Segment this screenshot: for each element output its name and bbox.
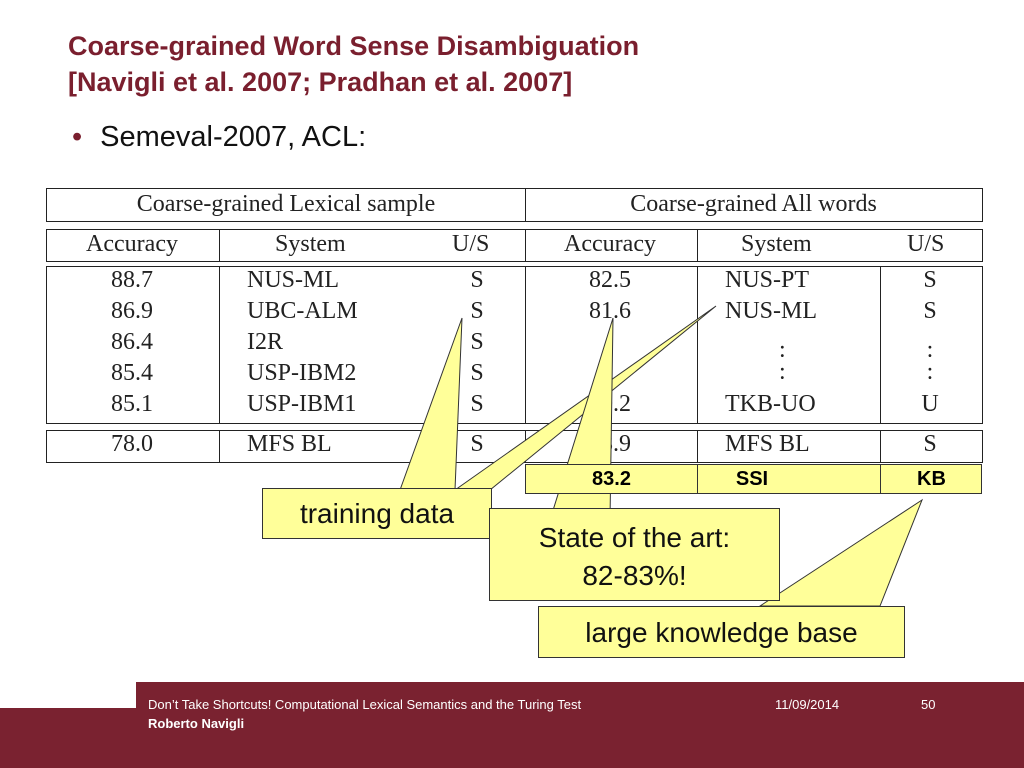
table-cell: 78.0 [111, 431, 153, 457]
knowledge-base-callout: large knowledge base [538, 606, 905, 658]
knowledge-base-text: large knowledge base [585, 617, 858, 648]
column-header: Accuracy [86, 231, 178, 257]
state-of-art-callout: State of the art: 82-83%! [489, 508, 780, 601]
training-data-text: training data [299, 498, 455, 529]
table-cell: S [923, 431, 937, 457]
table-cell: 81.6 [589, 298, 631, 324]
footer-page-number: 50 [921, 697, 936, 712]
slide-title-line2: [Navigli et al. 2007; Pradhan et al. 200… [68, 67, 573, 97]
table-cell: S [470, 267, 484, 293]
table-cell: : [926, 337, 934, 363]
footer-author: Roberto Navigli [148, 716, 245, 731]
table-cell: : [926, 359, 934, 385]
table-cell: S [470, 360, 484, 386]
slide-title-line1: Coarse-grained Word Sense Disambiguation [68, 31, 640, 61]
table-cell: I2R [247, 329, 283, 355]
table-cell: S [470, 298, 484, 324]
table-cell: TKB-UO [725, 391, 816, 417]
table-cell: UBC-ALM [247, 298, 358, 324]
table-cell: 85.1 [111, 391, 153, 417]
table-cell: MFS BL [725, 431, 810, 457]
bullet-dot: • [72, 121, 83, 153]
table-column-header: Accuracy System U/S Accuracy System U/S [46, 229, 983, 262]
group-header-allwords: Coarse-grained All words [630, 191, 877, 217]
table-cell: U [921, 391, 939, 417]
table-cell: S [470, 329, 484, 355]
column-header: Accuracy [564, 231, 656, 257]
footer-date: 11/09/2014 [775, 697, 840, 712]
column-header: U/S [907, 231, 945, 257]
kb-pointer [758, 498, 924, 607]
state-of-art-line1: State of the art: [538, 522, 731, 553]
table-cell: MFS BL [247, 431, 332, 457]
table-cell: NUS-PT [725, 267, 810, 293]
table-cell: S [923, 298, 937, 324]
column-header: System [275, 231, 346, 257]
table-cell: 82.5 [589, 267, 631, 293]
training-pointer-us [399, 317, 463, 491]
bullet-text: Semeval-2007, ACL: [100, 121, 367, 153]
slide-title: Coarse-grained Word Sense Disambiguation… [68, 28, 639, 100]
footer-left-notch [0, 682, 136, 708]
table-cell: USP-IBM1 [247, 391, 357, 417]
table-cell: 88.7 [111, 267, 153, 293]
table-cell: 86.4 [111, 329, 153, 355]
table-cell: : [779, 359, 786, 385]
table-cell: S [470, 391, 484, 417]
table-cell: USP-IBM2 [247, 360, 357, 386]
ssi-system: SSI [735, 468, 769, 490]
footer-bar [0, 682, 1024, 768]
table-cell: S [923, 267, 937, 293]
table-body: 88.7 NUS-ML S 82.5 NUS-PT S 86.9 UBC-ALM… [46, 266, 983, 424]
table-cell: 86.9 [111, 298, 153, 324]
ssi-accuracy: 83.2 [592, 468, 631, 490]
bullet-item: • Semeval-2007, ACL: [72, 121, 366, 154]
ssi-row: 83.2 SSI KB [525, 464, 982, 494]
group-header-lexical: Coarse-grained Lexical sample [136, 191, 436, 217]
footer-talk-title: Don’t Take Shortcuts! Computational Lexi… [148, 697, 582, 712]
state-of-art-line2: 82-83%! [582, 560, 687, 591]
table-group-header: Coarse-grained Lexical sample Coarse-gra… [46, 188, 983, 222]
column-header: U/S [452, 231, 490, 257]
table-cell: NUS-ML [247, 267, 340, 293]
table-cell: S [470, 431, 484, 457]
table-cell: NUS-ML [725, 298, 818, 324]
column-header: System [741, 231, 812, 257]
ssi-us: KB [917, 468, 946, 490]
training-data-callout: training data [262, 488, 492, 539]
table-cell: 85.4 [111, 360, 153, 386]
table-cell: : [779, 337, 786, 363]
